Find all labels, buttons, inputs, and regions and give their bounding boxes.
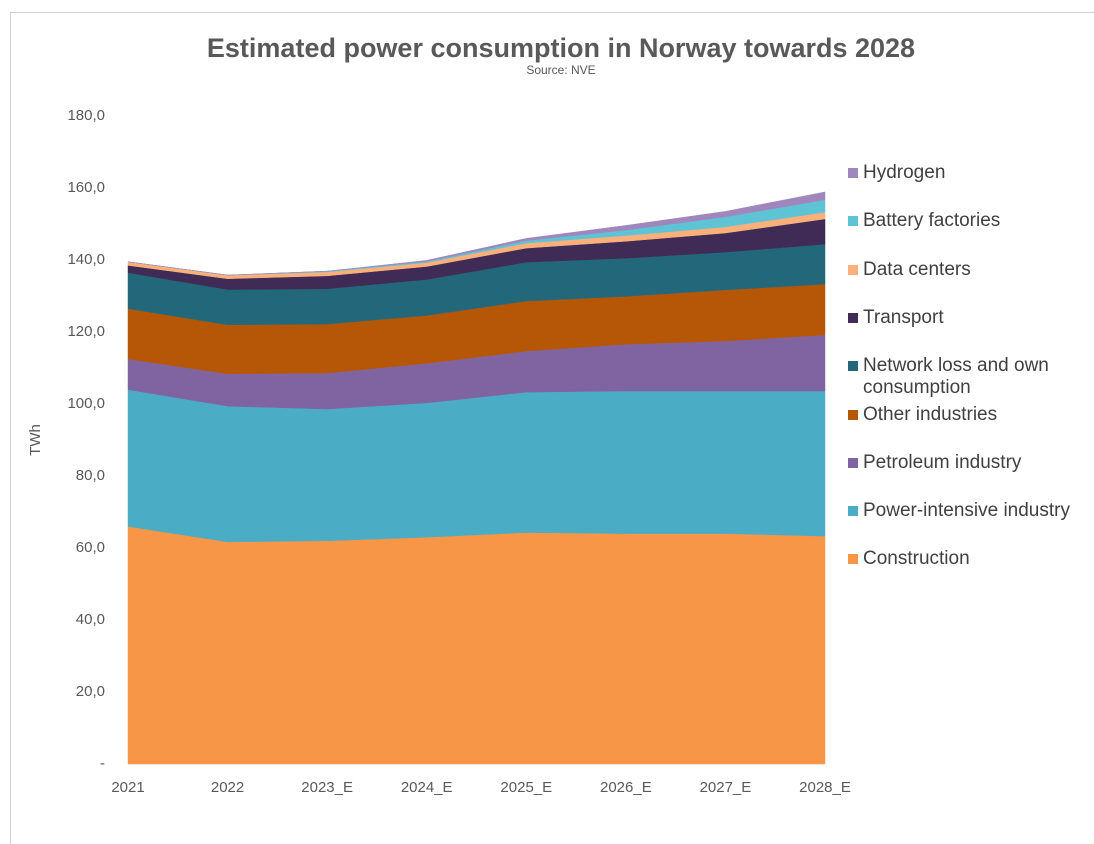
- legend-swatch: [848, 264, 858, 275]
- legend-label: Data centers: [863, 258, 971, 280]
- y-tick-label: -: [100, 755, 105, 772]
- y-tick-label: 160,0: [67, 179, 105, 196]
- y-tick-label: 40,0: [76, 611, 105, 628]
- x-tick-label: 2027_E: [700, 779, 752, 796]
- y-tick-label: 100,0: [67, 395, 105, 412]
- legend-item: Hydrogen: [848, 162, 1088, 184]
- legend-swatch: [848, 554, 858, 565]
- legend-item: Transport: [848, 307, 1088, 329]
- x-tick-label: 2021: [111, 779, 144, 796]
- y-axis-label: TWh: [27, 424, 44, 456]
- legend-item: Data centers: [848, 259, 1088, 281]
- y-tick-label: 140,0: [67, 251, 105, 268]
- legend-label: Petroleum industry: [863, 451, 1022, 473]
- chart-subtitle: Source: NVE: [526, 63, 595, 77]
- legend-label: Hydrogen: [863, 162, 946, 183]
- x-tick-label: 2024_E: [401, 779, 453, 796]
- legend-label: Construction: [863, 548, 970, 570]
- legend-label: Network loss and own consumption: [863, 355, 1049, 399]
- x-tick-label: 2028_E: [799, 779, 851, 796]
- x-tick-label: 2026_E: [600, 779, 652, 796]
- y-tick-label: 120,0: [67, 323, 105, 340]
- legend-label: Transport: [863, 306, 944, 328]
- legend-swatch: [848, 457, 858, 468]
- legend-swatch: [848, 361, 858, 372]
- area: [127, 389, 826, 543]
- legend-label: Power-intensive industry: [863, 500, 1070, 522]
- y-tick-label: 80,0: [76, 467, 105, 484]
- y-tick-label: 180,0: [67, 107, 105, 124]
- x-tick-label: 2022: [211, 779, 244, 796]
- legend-item: Construction: [848, 548, 1088, 570]
- legend-item: Power-intensive industry: [848, 500, 1088, 522]
- legend-item: Petroleum industry: [848, 452, 1088, 474]
- y-tick-label: 60,0: [76, 539, 105, 556]
- legend-swatch: [848, 168, 858, 178]
- legend-swatch: [848, 409, 858, 420]
- frame: [10, 12, 1094, 844]
- legend-label: Battery factories: [863, 210, 1001, 232]
- legend-label: Other industries: [863, 403, 998, 425]
- legend-item: Network loss and own consumption: [848, 355, 1088, 399]
- y-tick-label: 20,0: [76, 683, 105, 700]
- x-tick-label: 2023_E: [301, 779, 353, 796]
- x-tick-label: 2025_E: [500, 779, 552, 796]
- chart-title: Estimated power consumption in Norway to…: [207, 33, 915, 63]
- legend-swatch: [848, 506, 858, 517]
- legend-swatch: [848, 216, 858, 227]
- legend-item: Other industries: [848, 404, 1088, 426]
- area: [127, 191, 826, 276]
- legend-item: Battery factories: [848, 210, 1088, 232]
- legend-swatch: [848, 312, 858, 323]
- area: [127, 526, 826, 765]
